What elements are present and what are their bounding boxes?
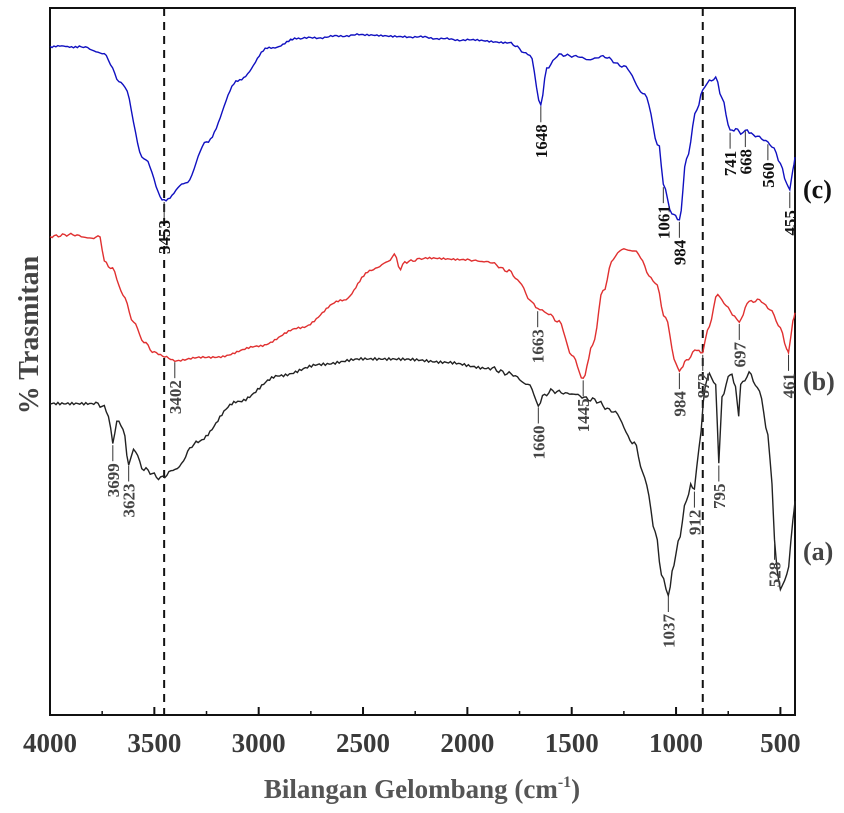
peak-label: 1445 [574, 398, 593, 432]
peak-label: 1663 [529, 329, 548, 363]
y-axis-label: % Trasmitan [14, 255, 45, 414]
peak-label: 1037 [659, 614, 678, 649]
peak-label: 1648 [532, 124, 551, 158]
peak-label: 1660 [529, 426, 548, 460]
peak-label: 741 [721, 151, 740, 177]
peak-label: 528 [766, 562, 785, 588]
spectrum-line-a [49, 356, 796, 599]
series-tags: (c) (b) (a) [803, 175, 835, 566]
x-tick-label: 2500 [336, 728, 390, 758]
x-tick-label: 1000 [649, 728, 703, 758]
x-axis-label-main: Bilangan Gelombang (cm [264, 774, 559, 804]
peak-label: 3623 [120, 484, 139, 518]
x-axis-ticks: 4000 3500 3000 2500 2000 1500 1000 500 [23, 707, 801, 758]
x-tick-label: 4000 [23, 728, 77, 758]
series-tag: (c) [803, 175, 832, 204]
peak-label: 912 [685, 510, 704, 535]
peak-label: 984 [670, 239, 689, 265]
series-tag: (b) [803, 367, 835, 396]
x-tick-label: 1500 [545, 728, 599, 758]
peak-label: 668 [736, 149, 755, 175]
peak-label: 984 [670, 391, 689, 417]
peak-label: 560 [759, 162, 778, 188]
series-tag: (a) [803, 537, 833, 566]
peak-label: 3402 [166, 380, 185, 414]
peak-label: 455 [781, 210, 800, 236]
peak-label: 3453 [155, 220, 174, 254]
spectrum-line-b [49, 232, 796, 379]
peak-label: 3699 [104, 463, 123, 497]
x-tick-label: 500 [760, 728, 801, 758]
peak-label: 461 [780, 373, 799, 399]
x-tick-label: 3000 [232, 728, 286, 758]
spectrum-line-c [49, 32, 796, 221]
plot-frame [49, 7, 796, 716]
peak-label: 697 [730, 341, 749, 367]
x-axis-label-close: ) [571, 774, 580, 804]
spectra-traces [49, 32, 796, 599]
x-tick-label: 2000 [440, 728, 494, 758]
x-axis-label-sup: -1 [558, 774, 571, 791]
x-tick-label: 3500 [127, 728, 181, 758]
peak-label: 795 [710, 484, 729, 510]
peak-label: 872 [694, 373, 713, 399]
peak-label: 1061 [654, 205, 673, 239]
x-axis-label: Bilangan Gelombang (cm-1) [264, 774, 580, 804]
